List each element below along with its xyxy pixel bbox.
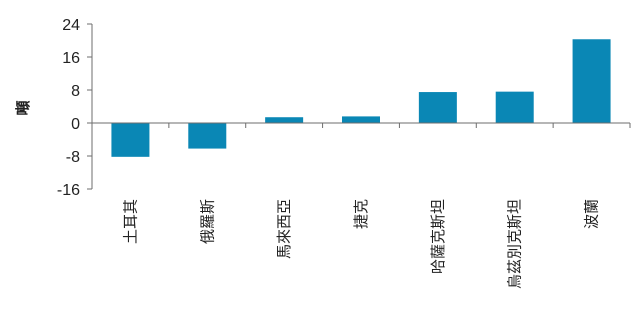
y-tick-label: 16: [62, 50, 80, 67]
y-tick-label: -16: [57, 182, 80, 199]
bar: [495, 91, 534, 123]
x-category-label: 波蘭: [583, 199, 601, 229]
y-tick-label: 0: [71, 116, 80, 133]
bar: [265, 117, 304, 123]
y-tick-label: 8: [71, 83, 80, 100]
x-axis: [91, 122, 631, 128]
x-category-label: 馬來西亞: [275, 199, 293, 259]
bar: [342, 116, 380, 123]
y-axis: -16 -8 0 8 16 24: [57, 17, 93, 199]
y-tick-label: -8: [66, 149, 80, 166]
bar: [418, 92, 457, 123]
bar: [572, 39, 611, 124]
x-category-label: 俄羅斯: [198, 199, 216, 244]
x-category-label: 捷克: [352, 199, 370, 229]
x-category-label: 土耳其: [121, 199, 139, 244]
category-labels: 土耳其 俄羅斯 馬來西亞 捷克 哈薩克斯坦 烏茲別克斯坦 波蘭: [121, 199, 600, 289]
y-axis-label: 噸: [14, 100, 32, 115]
x-category-label: 烏茲別克斯坦: [506, 199, 524, 289]
bar: [111, 123, 150, 157]
bars: [111, 39, 611, 157]
y-tick-label: 24: [62, 17, 80, 34]
x-category-label: 哈薩克斯坦: [429, 199, 447, 274]
bar: [188, 123, 227, 149]
